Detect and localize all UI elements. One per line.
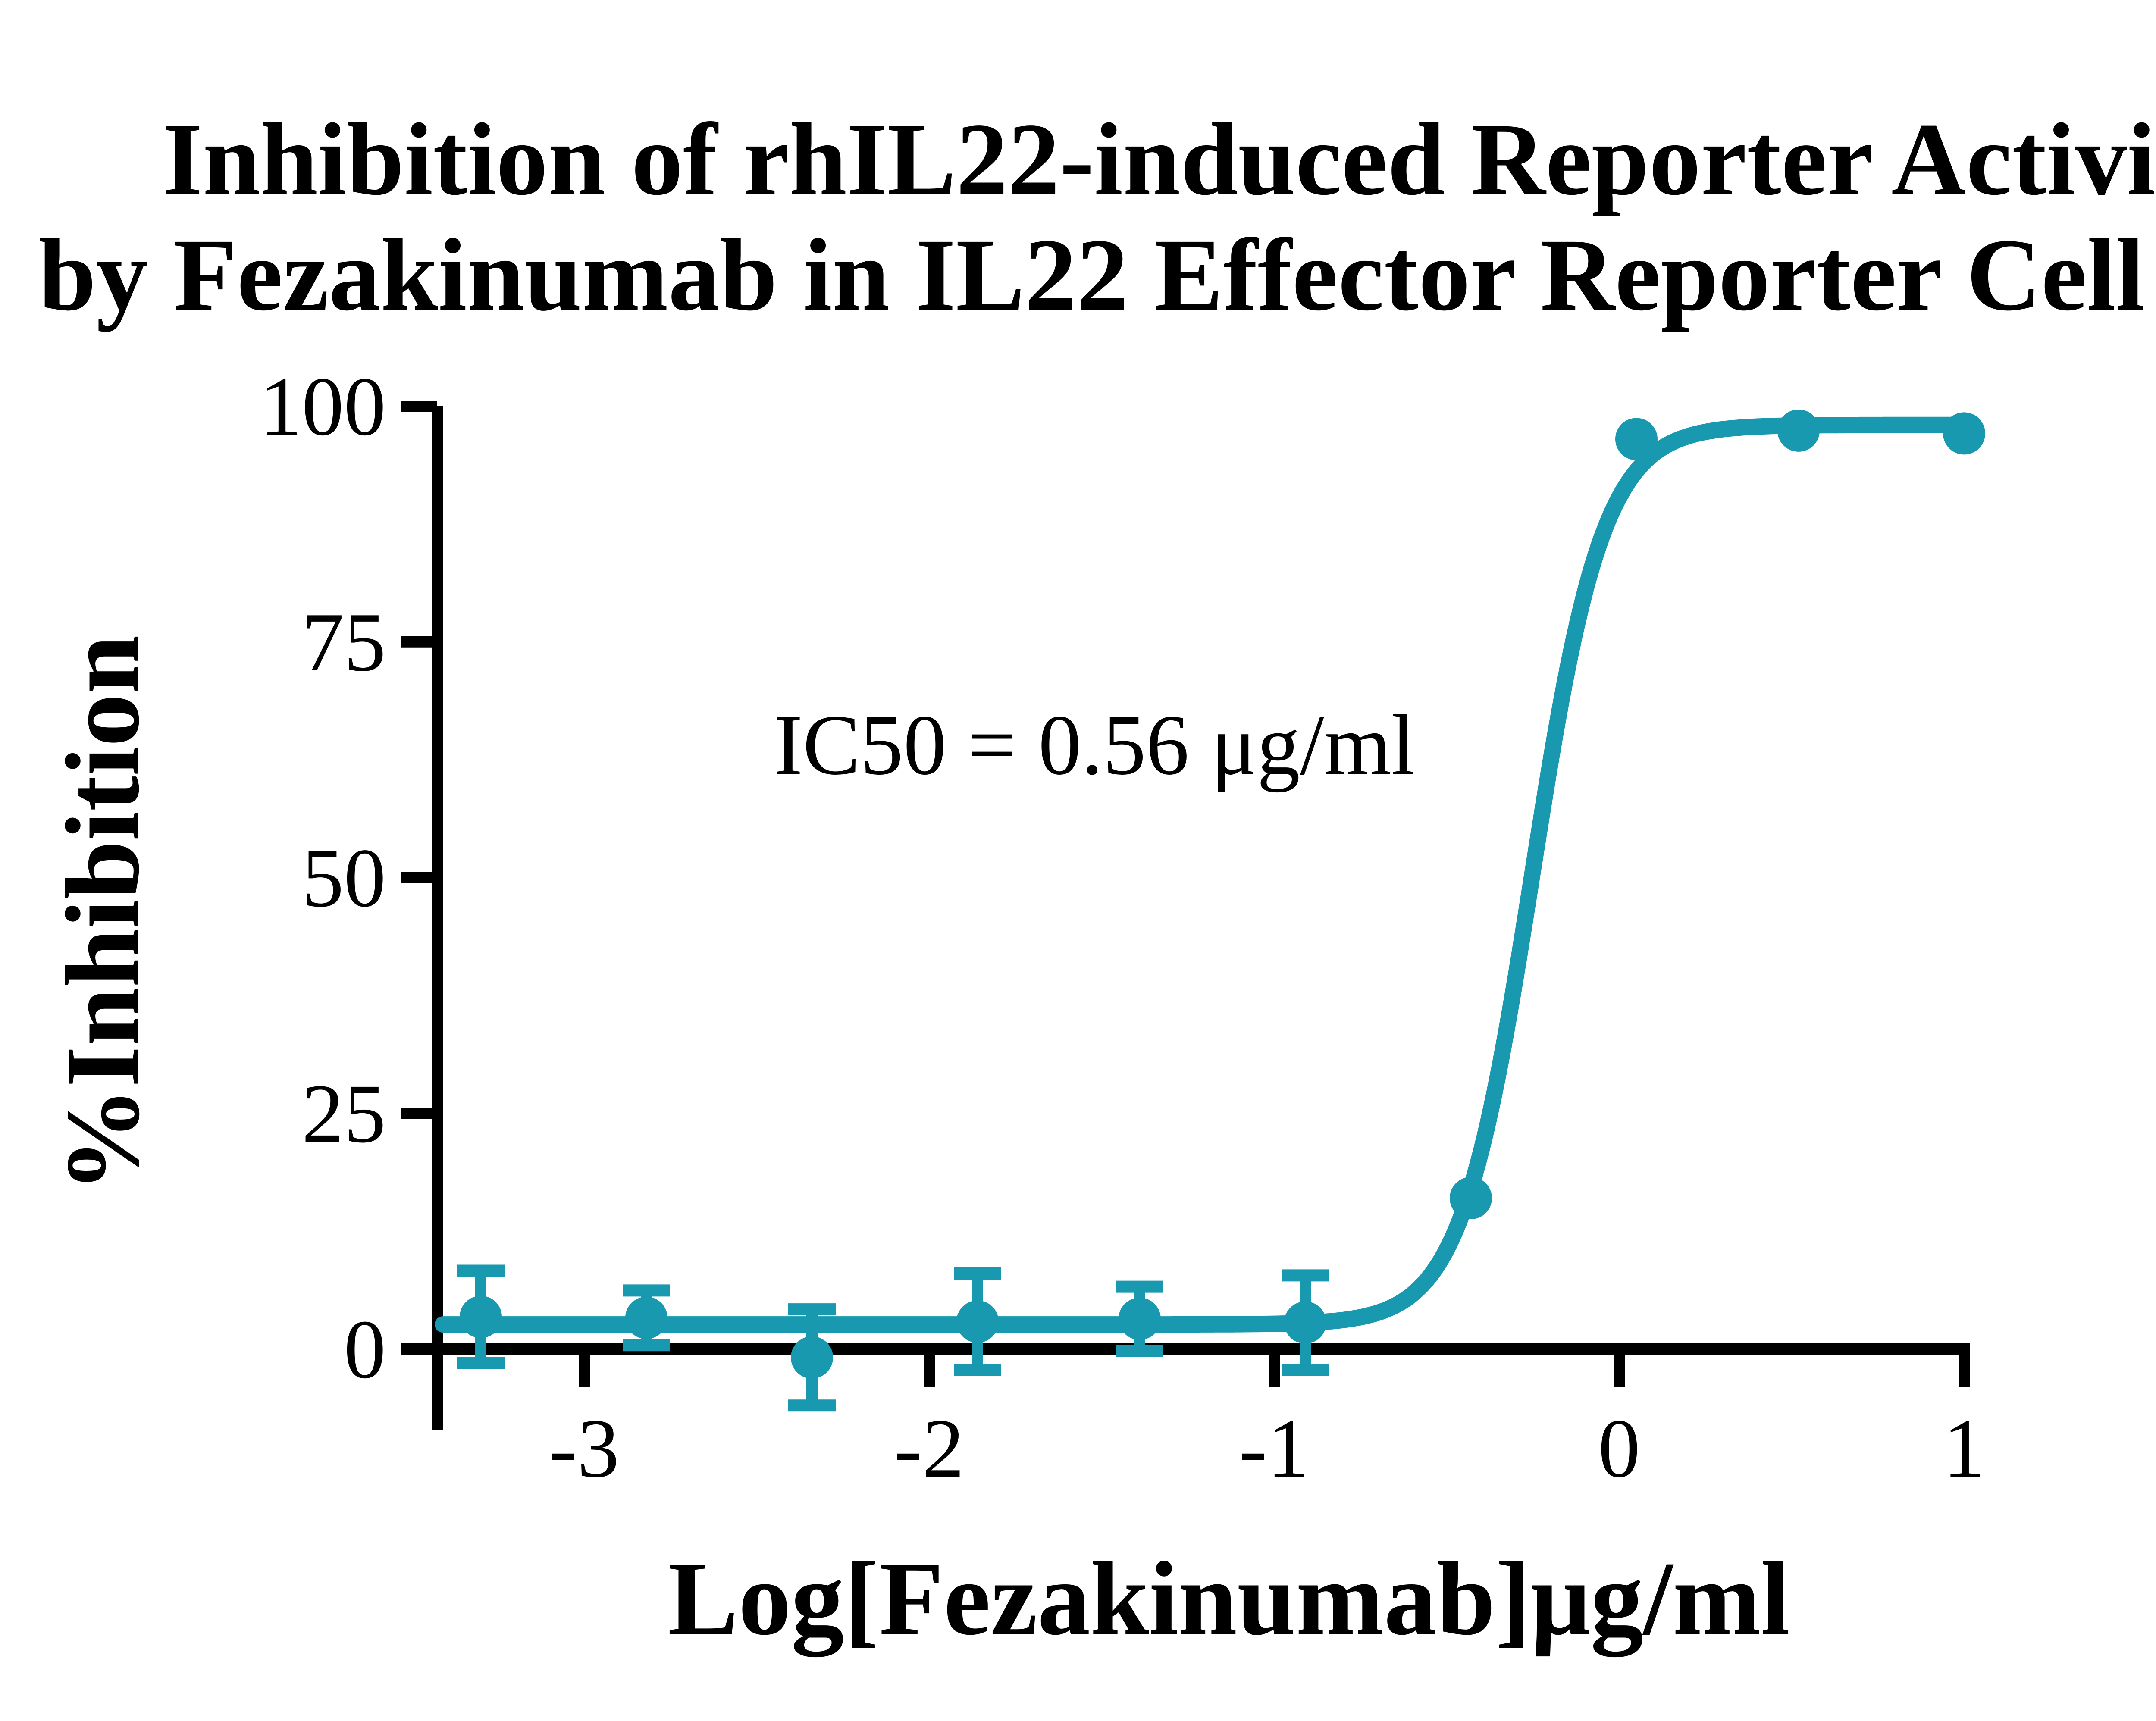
data-point	[460, 1295, 502, 1338]
x-tick-label: 0	[1598, 1402, 1640, 1495]
y-tick-label: 0	[344, 1303, 386, 1396]
x-axis-title: Log[Fezakinumab]μg/ml	[668, 1540, 1790, 1657]
data-point	[625, 1296, 667, 1339]
data-point	[1119, 1298, 1161, 1340]
data-point	[1615, 418, 1658, 460]
x-tick-label: -3	[549, 1402, 619, 1495]
chart-title-line1: Inhibition of rhIL22-induced Reporter Ac…	[163, 102, 2156, 216]
fit-curve	[435, 416, 1979, 1333]
data-point	[1943, 412, 1985, 455]
data-point	[956, 1300, 999, 1343]
axes: 0 25 50 75 100 -3 -2 -1 0 1	[260, 360, 1985, 1495]
x-tick-label: 1	[1943, 1402, 1985, 1495]
chart-title-line2: by Fezakinumab in IL22 Effector Reporter…	[38, 217, 2156, 332]
y-tick-label: 75	[302, 596, 386, 689]
x-tick-label: -1	[1239, 1402, 1309, 1495]
x-tick-label: -2	[894, 1402, 964, 1495]
data-point	[1450, 1177, 1492, 1220]
data-points-group	[457, 409, 1985, 1412]
ic50-annotation: IC50 = 0.56 μg/ml	[774, 698, 1415, 793]
y-tick-label: 100	[260, 360, 386, 453]
y-axis-title: %Inhibition	[44, 635, 161, 1193]
y-tick-label: 50	[302, 832, 386, 925]
data-point	[1777, 409, 1820, 452]
data-point	[1284, 1301, 1326, 1344]
fit-curve-group	[435, 416, 1979, 1333]
data-point	[791, 1336, 833, 1379]
y-tick-label: 25	[302, 1067, 386, 1161]
